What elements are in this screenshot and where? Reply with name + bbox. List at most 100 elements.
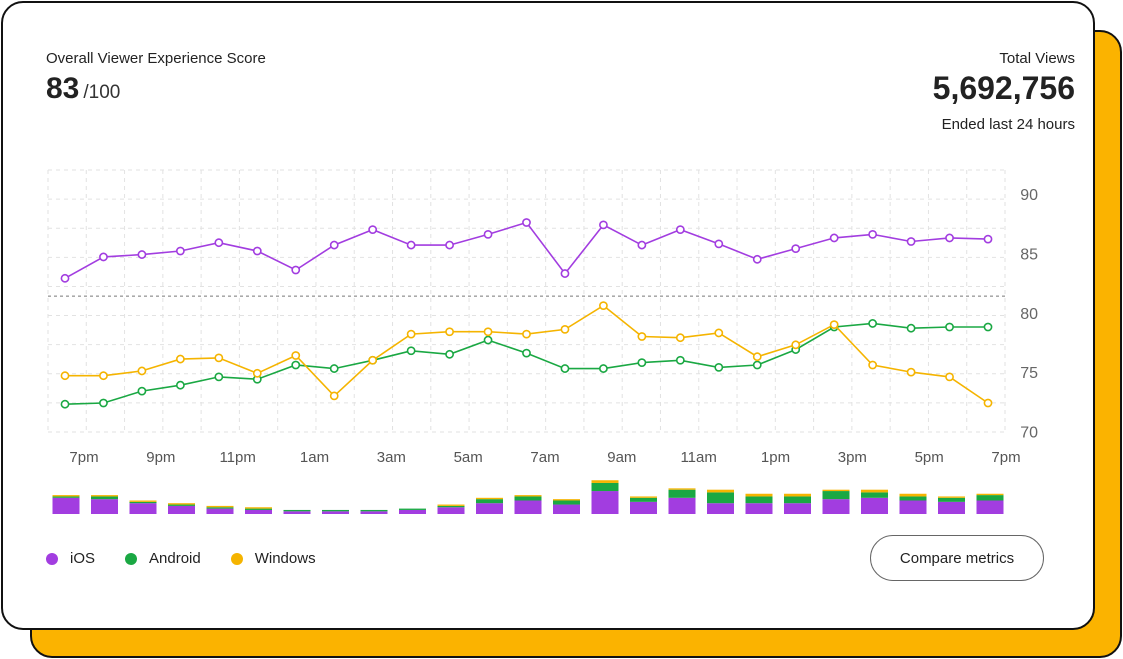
volume-bar-android: [899, 496, 927, 501]
volume-bar-windows: [437, 504, 465, 506]
volume-bar-ios: [514, 500, 542, 514]
volume-bar-android: [514, 496, 542, 501]
data-point-windows: [637, 332, 647, 341]
volume-bar-android: [91, 496, 118, 500]
data-point-ios: [406, 240, 416, 250]
volume-bar-ios: [668, 497, 696, 514]
x-tick-label: 7pm: [991, 449, 1020, 466]
legend-item-windows: Windows: [230, 550, 316, 567]
volume-bar-windows: [707, 489, 734, 493]
volume-bar-android: [630, 497, 657, 502]
volume-bar-android: [322, 509, 349, 512]
data-point-ios: [99, 252, 108, 262]
volume-bar-windows: [514, 495, 542, 497]
data-point-windows: [214, 353, 224, 363]
legend-item-android: Android: [125, 550, 201, 567]
volume-bar-ios: [745, 503, 773, 514]
data-point-windows: [829, 320, 839, 330]
data-point-ios: [637, 240, 647, 250]
volume-bar-android: [399, 508, 426, 510]
x-tick-label: 11am: [680, 449, 716, 466]
data-point-android: [675, 355, 685, 365]
volume-bar-windows: [668, 488, 696, 490]
data-point-ios: [599, 220, 608, 230]
volume-bar-windows: [899, 493, 927, 497]
data-point-android: [137, 386, 147, 396]
x-tick-label: 9am: [607, 449, 636, 466]
data-point-android: [522, 348, 531, 358]
x-tick-label: 3pm: [838, 449, 867, 466]
data-point-android: [406, 346, 416, 356]
total-views-subtitle: Ended last 24 hours: [941, 116, 1075, 133]
data-point-ios: [752, 254, 762, 264]
volume-bar-ios: [399, 509, 426, 514]
data-point-windows: [137, 366, 147, 376]
data-point-ios: [214, 238, 224, 248]
data-point-windows: [560, 324, 570, 334]
y-tick-label: 85: [1020, 246, 1038, 263]
volume-bar-windows: [938, 496, 965, 498]
volume-bar-ios: [553, 504, 580, 514]
volume-bar-android: [784, 496, 811, 504]
data-point-windows: [791, 340, 801, 350]
data-point-android: [214, 372, 224, 382]
volume-bar-android: [245, 508, 272, 510]
windows-dot-icon: [230, 552, 243, 565]
data-point-ios: [675, 225, 685, 235]
score: 83/100: [46, 72, 120, 106]
x-tick-label: 5am: [454, 449, 483, 466]
data-point-android: [983, 322, 993, 332]
volume-bar-windows: [245, 507, 272, 509]
volume-bar-windows: [745, 493, 773, 497]
data-point-ios: [483, 229, 493, 239]
data-point-windows: [368, 355, 378, 365]
legend-item-ios: iOS: [46, 550, 95, 567]
x-tick-label: 3am: [377, 449, 406, 466]
score-value: 83: [46, 72, 80, 105]
volume-bar-android: [822, 491, 850, 500]
data-point-ios: [791, 244, 801, 254]
volume-bar-ios: [322, 511, 349, 514]
y-tick-label: 80: [1020, 306, 1038, 323]
data-point-android: [291, 360, 301, 370]
x-tick-label: 1pm: [761, 449, 790, 466]
data-point-windows: [868, 360, 878, 370]
legend-label-ios: iOS: [70, 550, 96, 567]
x-tick-label: 5pm: [915, 449, 944, 466]
volume-bar-windows: [976, 493, 1004, 496]
data-point-ios: [175, 246, 185, 256]
volume-bar-windows: [129, 500, 157, 502]
data-point-windows: [99, 371, 108, 381]
data-point-android: [329, 364, 339, 373]
data-point-android: [714, 362, 724, 372]
data-point-android: [560, 364, 570, 373]
volume-bar-ios: [707, 503, 734, 514]
data-point-windows: [60, 371, 70, 381]
compare-metrics-button[interactable]: Compare metrics: [870, 535, 1044, 581]
volume-bar-windows: [784, 493, 811, 497]
volume-bar-ios: [822, 499, 850, 514]
volume-bar-ios: [437, 507, 465, 514]
data-point-windows: [445, 327, 454, 337]
data-point-ios: [252, 246, 262, 256]
volume-bar-ios: [784, 503, 811, 514]
volume-bar-windows: [861, 489, 888, 493]
data-point-android: [445, 349, 454, 359]
volume-bar-ios: [283, 511, 311, 514]
volume-bar-android: [129, 501, 157, 504]
ios-dot-icon: [46, 552, 58, 565]
x-tick-label: 11pm: [219, 449, 255, 466]
volume-bar-android: [976, 495, 1004, 501]
volume-bar-android: [668, 489, 696, 498]
data-point-windows: [675, 333, 685, 343]
volume-bar-android: [476, 499, 503, 504]
data-point-android: [483, 335, 493, 345]
data-point-android: [175, 380, 185, 390]
data-point-windows: [945, 372, 954, 382]
volume-bar-ios: [360, 511, 388, 514]
volume-bar-ios: [168, 505, 195, 514]
data-point-ios: [714, 239, 724, 249]
data-point-windows: [329, 391, 339, 401]
data-point-ios: [906, 237, 916, 246]
